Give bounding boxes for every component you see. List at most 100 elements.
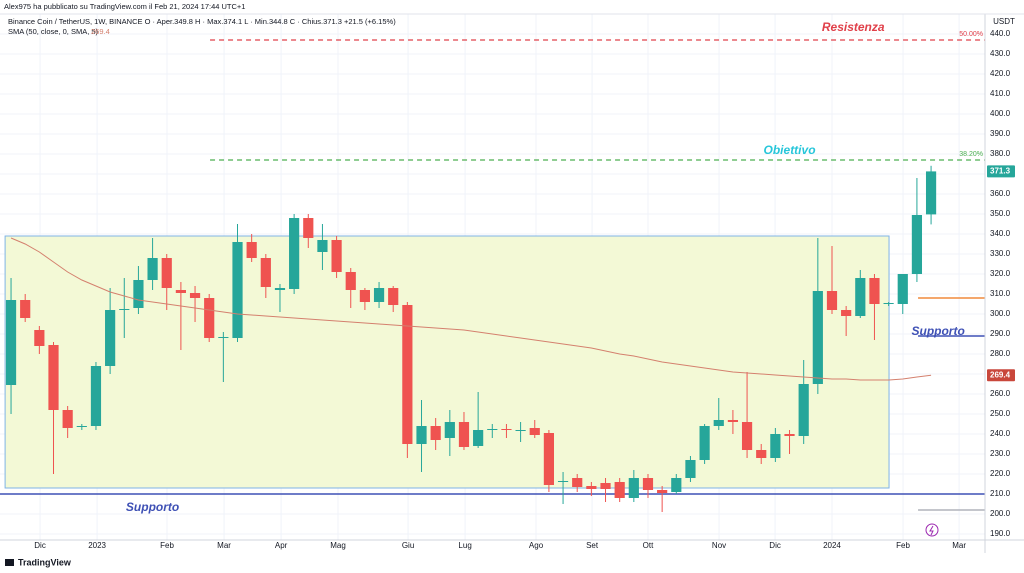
y-tick-label: 320.0: [990, 269, 1011, 278]
candle-body: [515, 430, 526, 431]
sma-legend-value: 269.4: [91, 27, 110, 36]
candle-body: [331, 240, 342, 272]
candle-body: [812, 291, 823, 384]
x-tick-label: Apr: [275, 541, 288, 550]
y-tick-label: 240.0: [990, 429, 1011, 438]
x-tick-label: Feb: [896, 541, 910, 550]
y-tick-label: 200.0: [990, 509, 1011, 518]
logo-icon: [5, 559, 14, 566]
candle-body: [529, 428, 540, 435]
x-tick-label: 2024: [823, 541, 841, 550]
y-tick-label: 350.0: [990, 209, 1011, 218]
candle-body: [189, 293, 201, 298]
y-tick-label: 230.0: [990, 449, 1011, 458]
x-tick-label: Set: [586, 541, 599, 550]
x-tick-label: Ago: [529, 541, 544, 550]
candle-body: [628, 478, 639, 498]
y-tick-label: 210.0: [990, 489, 1011, 498]
y-tick-label: 400.0: [990, 109, 1011, 118]
x-tick-label: Lug: [458, 541, 471, 550]
candle-body: [897, 274, 908, 304]
candle-body: [430, 426, 441, 440]
y-tick-label: 220.0: [990, 469, 1011, 478]
candle-body: [218, 337, 229, 338]
candle-body: [600, 483, 611, 489]
x-tick-label: Ott: [643, 541, 654, 550]
candle-body: [473, 430, 484, 446]
logo-text: TradingView: [18, 557, 72, 567]
candle-body: [841, 310, 852, 316]
last-price-label-box: [987, 165, 1015, 178]
y-tick-label: 290.0: [990, 329, 1011, 338]
candle-body: [232, 242, 243, 338]
candle-body: [699, 426, 710, 460]
candle-body: [444, 422, 455, 438]
candle-body: [274, 288, 286, 290]
event-icon-bolt: [929, 525, 934, 536]
candle-body: [175, 290, 186, 293]
x-tick-label: 2023: [88, 541, 106, 550]
y-tick-label: 390.0: [990, 129, 1011, 138]
annotation: Obiettivo: [764, 143, 816, 157]
sma-price-label: 269.4: [990, 370, 1011, 379]
candle-body: [756, 450, 767, 458]
candle-body: [317, 240, 328, 252]
candle-body: [586, 486, 597, 489]
candle-body: [76, 426, 87, 427]
annotation: Resistenza: [822, 20, 885, 34]
candle-body: [246, 242, 257, 258]
x-tick-label: Mar: [952, 541, 966, 550]
y-tick-label: 310.0: [990, 289, 1011, 298]
candle-body: [614, 482, 625, 498]
y-tick-label: 330.0: [990, 249, 1011, 258]
level-label: 38.20%: [959, 151, 983, 158]
candle-body: [798, 384, 809, 436]
candle-body: [90, 366, 102, 426]
x-tick-label: Feb: [160, 541, 174, 550]
candle-body: [826, 291, 838, 310]
event-icon[interactable]: [925, 523, 939, 537]
candle-body: [416, 426, 427, 444]
candle-body: [487, 429, 498, 430]
candle-body: [5, 300, 17, 385]
candle-body: [105, 310, 116, 366]
y-tick-label: 340.0: [990, 229, 1011, 238]
candle-body: [869, 278, 880, 304]
candle-body: [501, 429, 512, 430]
y-tick-label: 300.0: [990, 309, 1011, 318]
last-price-label: 371.3: [990, 167, 1011, 176]
candle-body: [289, 218, 300, 289]
candle-body: [911, 215, 923, 274]
x-tick-label: Mag: [330, 541, 346, 550]
candle-body: [784, 434, 795, 436]
candle-body: [388, 288, 399, 305]
candle-body: [770, 434, 781, 458]
y-tick-label: 380.0: [990, 149, 1011, 158]
candle-body: [883, 303, 894, 304]
y-tick-label: 250.0: [990, 409, 1011, 418]
y-tick-label: 190.0: [990, 529, 1011, 538]
sma-line: [10, 237, 932, 381]
candle-body: [713, 420, 724, 426]
y-tick-label: 410.0: [990, 89, 1011, 98]
y-tick-label: 260.0: [990, 389, 1011, 398]
candle-body: [685, 460, 696, 478]
candle-body: [34, 330, 45, 346]
candle-body: [345, 272, 356, 290]
candle-body: [402, 305, 413, 444]
y-tick-label: 440.0: [990, 29, 1011, 38]
x-tick-label: Nov: [712, 541, 726, 550]
y-tick-label: 280.0: [990, 349, 1011, 358]
candle-body: [20, 300, 31, 318]
candle-body: [133, 280, 144, 308]
candle-body: [741, 422, 753, 450]
logo: TradingView: [5, 557, 72, 567]
candle-body: [161, 258, 172, 288]
currency-label: USDT: [993, 17, 1015, 26]
candle-body: [359, 290, 370, 302]
symbol-legend: Binance Coin / TetherUS, 1W, BINANCE O ·…: [8, 17, 396, 26]
y-tick-label: 360.0: [990, 189, 1011, 198]
x-tick-label: Mar: [217, 541, 231, 550]
candle-body: [48, 345, 59, 410]
x-tick-label: Dic: [769, 541, 781, 550]
